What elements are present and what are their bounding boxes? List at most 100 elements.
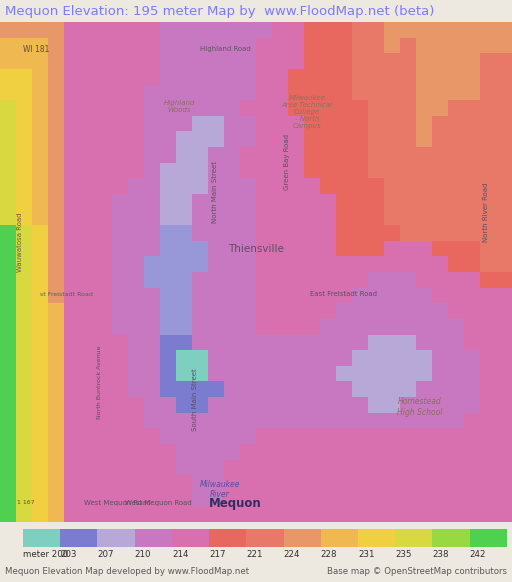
Bar xyxy=(224,194,240,210)
Bar xyxy=(368,210,384,225)
Bar xyxy=(64,38,80,53)
Bar xyxy=(32,178,48,194)
Text: West Mequon Road: West Mequon Road xyxy=(84,500,151,506)
Bar xyxy=(240,225,256,241)
Bar xyxy=(48,147,64,162)
Bar xyxy=(272,319,288,335)
Bar xyxy=(320,413,336,428)
Bar xyxy=(288,132,304,147)
Bar xyxy=(321,530,358,547)
Bar xyxy=(0,22,16,38)
Bar xyxy=(384,272,400,288)
Bar xyxy=(0,491,16,506)
Bar xyxy=(48,365,64,381)
Bar xyxy=(432,506,448,522)
Bar xyxy=(432,38,448,53)
Bar xyxy=(176,225,192,241)
Bar xyxy=(192,194,208,210)
Bar xyxy=(48,335,64,350)
Bar xyxy=(128,506,144,522)
Bar xyxy=(192,350,208,365)
Bar xyxy=(16,319,32,335)
Bar xyxy=(448,475,464,491)
Bar xyxy=(16,428,32,444)
Bar xyxy=(192,475,208,491)
Bar xyxy=(400,100,416,116)
Bar xyxy=(352,444,368,460)
Bar xyxy=(336,350,352,365)
Bar xyxy=(208,84,224,100)
Bar xyxy=(160,319,176,335)
Text: Mequon Elevation Map developed by www.FloodMap.net: Mequon Elevation Map developed by www.Fl… xyxy=(5,567,249,577)
Bar xyxy=(224,288,240,303)
Bar xyxy=(496,116,512,132)
Bar xyxy=(0,272,16,288)
Bar xyxy=(80,178,96,194)
Bar xyxy=(448,397,464,413)
Bar xyxy=(448,350,464,365)
Bar xyxy=(208,381,224,397)
Bar xyxy=(288,272,304,288)
Bar xyxy=(496,22,512,38)
Bar xyxy=(240,335,256,350)
Bar xyxy=(192,428,208,444)
Bar xyxy=(320,475,336,491)
Bar xyxy=(432,194,448,210)
Bar xyxy=(400,428,416,444)
Bar xyxy=(496,460,512,475)
Bar xyxy=(336,38,352,53)
Bar xyxy=(320,444,336,460)
Bar xyxy=(176,116,192,132)
Bar xyxy=(16,350,32,365)
Bar xyxy=(304,210,320,225)
Bar xyxy=(448,38,464,53)
Bar xyxy=(32,69,48,84)
Bar xyxy=(240,413,256,428)
Bar xyxy=(320,365,336,381)
Bar xyxy=(48,397,64,413)
Bar xyxy=(128,147,144,162)
Bar xyxy=(464,335,480,350)
Bar xyxy=(352,475,368,491)
Text: Thiensville: Thiensville xyxy=(228,244,284,254)
Bar xyxy=(112,241,128,257)
Bar xyxy=(464,225,480,241)
Bar xyxy=(64,147,80,162)
Bar xyxy=(224,53,240,69)
Bar xyxy=(352,257,368,272)
Bar xyxy=(320,319,336,335)
Bar xyxy=(48,69,64,84)
Bar xyxy=(496,397,512,413)
Bar xyxy=(80,413,96,428)
Bar xyxy=(112,147,128,162)
Bar xyxy=(384,335,400,350)
Bar xyxy=(160,475,176,491)
Text: 231: 231 xyxy=(358,550,374,559)
Bar xyxy=(0,53,16,69)
Bar xyxy=(304,303,320,319)
Bar xyxy=(144,428,160,444)
Bar xyxy=(64,210,80,225)
Bar xyxy=(384,84,400,100)
Bar xyxy=(464,178,480,194)
Bar xyxy=(496,69,512,84)
Bar xyxy=(96,397,112,413)
Bar xyxy=(320,460,336,475)
Bar xyxy=(112,413,128,428)
Bar xyxy=(416,257,432,272)
Bar xyxy=(464,413,480,428)
Bar xyxy=(384,178,400,194)
Bar xyxy=(304,147,320,162)
Text: Highland
Woods: Highland Woods xyxy=(163,101,195,113)
Bar xyxy=(256,413,272,428)
Bar xyxy=(64,53,80,69)
Bar xyxy=(64,303,80,319)
Bar xyxy=(368,272,384,288)
Bar xyxy=(80,22,96,38)
Bar xyxy=(0,162,16,178)
Bar xyxy=(224,319,240,335)
Bar xyxy=(32,506,48,522)
Bar xyxy=(96,413,112,428)
Bar xyxy=(48,22,64,38)
Bar xyxy=(176,475,192,491)
